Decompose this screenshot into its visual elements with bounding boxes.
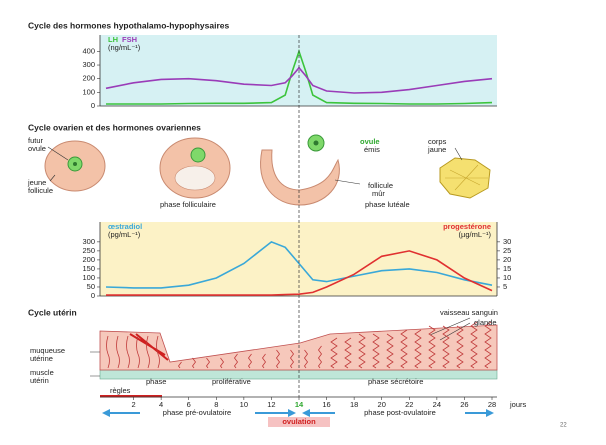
uterine-illustration [90, 318, 497, 379]
label: phase folliculaire [160, 200, 216, 209]
x-tick-label: 24 [433, 400, 441, 409]
axis-label: (ng/mL⁻¹) [108, 43, 141, 52]
label: mûr [372, 189, 385, 198]
x-tick-label: 16 [322, 400, 330, 409]
y-tick-label: 150 [82, 264, 95, 273]
label: phase lutéale [365, 200, 410, 209]
x-tick-label: 20 [378, 400, 386, 409]
phase-label: phase post-ovulatoire [364, 408, 436, 417]
plot-background [100, 222, 497, 296]
y2-tick-label: 20 [503, 255, 511, 264]
label: proliférative [212, 377, 251, 386]
label: ovule [28, 144, 46, 153]
section-title: Cycle des hormones hypothalamo-hypophysa… [28, 20, 229, 30]
x-tick-label: 8 [214, 400, 218, 409]
y2-tick-label: 15 [503, 264, 511, 273]
label: phase sécrétoire [368, 377, 423, 386]
y-tick-label: 300 [82, 60, 95, 69]
y-tick-label: 100 [82, 273, 95, 282]
y2-tick-label: 5 [503, 282, 507, 291]
y-tick-label: 200 [82, 74, 95, 83]
y2-tick-label: 30 [503, 237, 511, 246]
label: jaune [427, 145, 446, 154]
x-tick-label: 2 [131, 400, 135, 409]
x-tick-label: 28 [488, 400, 496, 409]
section-title: Cycle ovarien et des hormones ovariennes [28, 122, 201, 132]
x-tick-label: 4 [159, 400, 163, 409]
y-tick-label: 50 [87, 282, 95, 291]
x-tick-label: 22 [405, 400, 413, 409]
label: utérin [30, 376, 49, 385]
y-tick-label: 200 [82, 255, 95, 264]
x-tick-label: 18 [350, 400, 358, 409]
x-axis-label: jours [509, 400, 527, 409]
label: émis [364, 145, 380, 154]
y-tick-label: 100 [82, 87, 95, 96]
x-tick-label: 26 [460, 400, 468, 409]
y-tick-label: 400 [82, 46, 95, 55]
x-tick-label: 14 [295, 400, 304, 409]
ovulation-label: ovulation [282, 417, 316, 426]
section-title: Cycle utérin [28, 307, 77, 317]
x-tick-label: 12 [267, 400, 275, 409]
page-number: 22 [560, 423, 567, 429]
phase-label: phase pré-ovulatoire [163, 408, 231, 417]
slide: Cycle des hormones hypothalamo-hypophysa… [0, 0, 606, 445]
axis-label: (µg/mL⁻¹) [459, 230, 492, 239]
plot-background [100, 35, 497, 106]
y-tick-label: 300 [82, 237, 95, 246]
label: follicule [28, 186, 53, 195]
y-tick-label: 0 [91, 101, 95, 110]
ovarian-illustration [45, 135, 490, 205]
label: règles [110, 386, 131, 395]
label: phase [146, 377, 166, 386]
axis-label: (pg/mL⁻¹) [108, 230, 141, 239]
y2-tick-label: 10 [503, 273, 511, 282]
y-tick-label: 250 [82, 246, 95, 255]
x-tick-label: 6 [187, 400, 191, 409]
label: glande [474, 318, 497, 327]
y2-tick-label: 25 [503, 246, 511, 255]
label: utérine [30, 354, 53, 363]
y-tick-label: 0 [91, 291, 95, 300]
label: vaisseau sanguin [440, 308, 498, 317]
x-tick-label: 10 [240, 400, 248, 409]
